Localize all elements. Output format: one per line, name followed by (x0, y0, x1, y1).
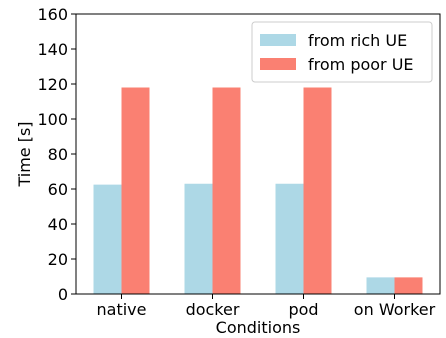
legend: from rich UE from poor UE (251, 21, 433, 83)
legend-swatch-rich-ue (260, 34, 296, 46)
x-tick-label: docker (186, 300, 240, 319)
legend-label-rich-ue: from rich UE (308, 31, 407, 50)
y-tick-label: 140 (37, 40, 68, 59)
bar-poor-ue (303, 87, 332, 294)
bar-poor-ue (212, 87, 241, 294)
x-tick-label: native (97, 300, 147, 319)
x-axis-label: Conditions (216, 318, 301, 337)
y-tick-label: 160 (37, 5, 68, 24)
legend-box (251, 21, 433, 83)
x-tick-label: pod (288, 300, 318, 319)
legend-label-poor-ue: from poor UE (308, 55, 414, 74)
x-axis-ticks: native docker pod on Worker (97, 294, 436, 319)
x-tick-label: on Worker (354, 300, 436, 319)
y-tick-label: 0 (58, 285, 68, 304)
bar-rich-ue (184, 183, 213, 294)
bar-poor-ue (394, 277, 423, 294)
bar-rich-ue (93, 184, 122, 294)
y-tick-label: 100 (37, 110, 68, 129)
y-tick-label: 40 (48, 215, 68, 234)
bar-rich-ue (366, 277, 395, 294)
bars-group (93, 87, 423, 294)
plot-frame (75, 13, 441, 295)
y-axis-ticks: 0 20 40 60 80 100 120 140 160 (37, 5, 76, 304)
y-tick-label: 20 (48, 250, 68, 269)
bar-poor-ue (121, 87, 150, 294)
y-tick-label: 120 (37, 75, 68, 94)
bar-rich-ue (275, 183, 304, 294)
y-axis-label: Time [s] (15, 121, 34, 187)
legend-swatch-poor-ue (260, 58, 296, 70)
y-tick-label: 80 (48, 145, 68, 164)
y-tick-label: 60 (48, 180, 68, 199)
